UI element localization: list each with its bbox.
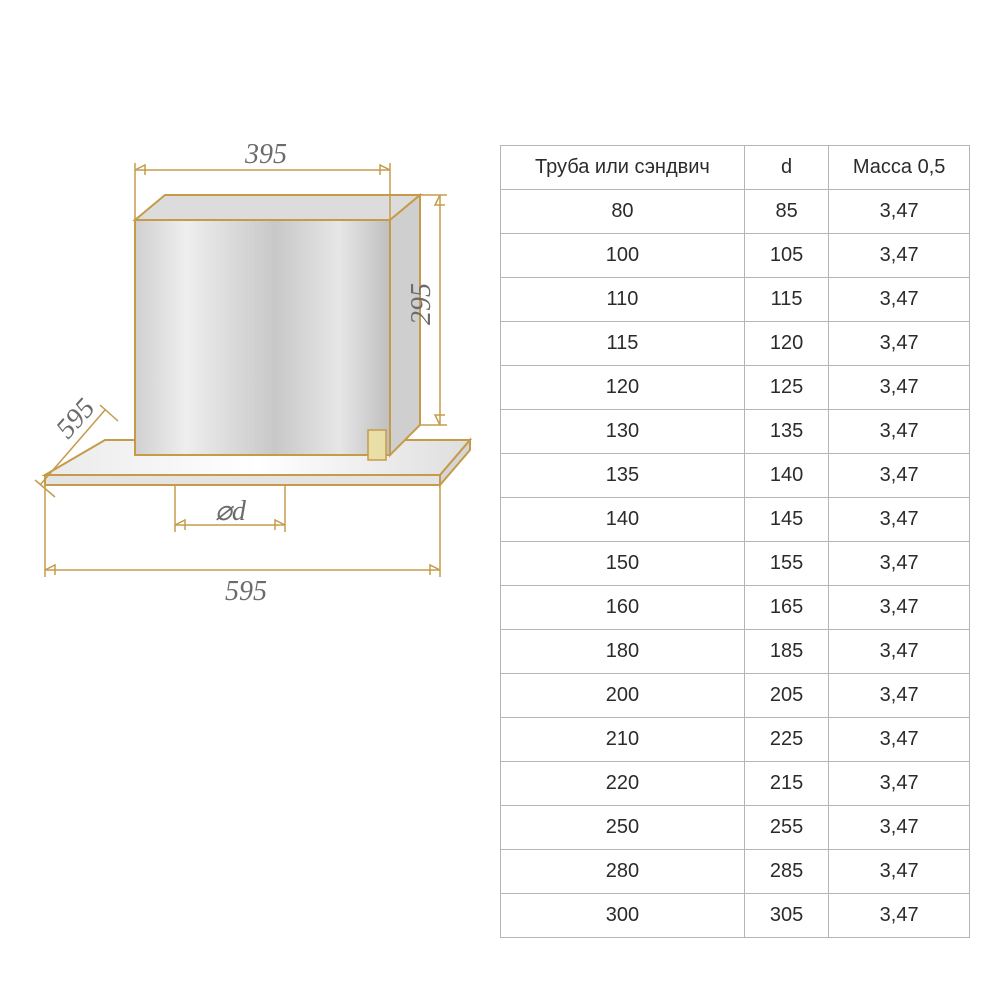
- table-cell: 3,47: [829, 630, 970, 674]
- table-cell: 3,47: [829, 586, 970, 630]
- col-header-mass: Масса 0,5: [829, 146, 970, 190]
- table-cell: 3,47: [829, 762, 970, 806]
- col-header-pipe: Труба или сэндвич: [501, 146, 745, 190]
- table-cell: 145: [744, 498, 828, 542]
- dim-depth-label: 595: [50, 393, 101, 445]
- table-cell: 200: [501, 674, 745, 718]
- box-top: [135, 195, 420, 220]
- base-plate-edge: [45, 475, 440, 485]
- dim-top-width-label: 395: [244, 139, 287, 170]
- table-row: 1601653,47: [501, 586, 970, 630]
- table-cell: 3,47: [829, 718, 970, 762]
- table-cell: 220: [501, 762, 745, 806]
- table-cell: 250: [501, 806, 745, 850]
- table-cell: 105: [744, 234, 828, 278]
- table-cell: 3,47: [829, 366, 970, 410]
- table-cell: 140: [501, 498, 745, 542]
- table-cell: 285: [744, 850, 828, 894]
- bracket: [368, 430, 386, 460]
- table-cell: 130: [501, 410, 745, 454]
- table-header-row: Труба или сэндвич d Масса 0,5: [501, 146, 970, 190]
- table-row: 2102253,47: [501, 718, 970, 762]
- table-row: 3003053,47: [501, 894, 970, 938]
- table-row: 1401453,47: [501, 498, 970, 542]
- table-row: 1501553,47: [501, 542, 970, 586]
- table-cell: 3,47: [829, 542, 970, 586]
- technical-drawing: 395 295 595: [10, 125, 480, 645]
- table-cell: 100: [501, 234, 745, 278]
- table-cell: 3,47: [829, 234, 970, 278]
- table-cell: 305: [744, 894, 828, 938]
- table-row: 1301353,47: [501, 410, 970, 454]
- table-cell: 205: [744, 674, 828, 718]
- table-row: 1201253,47: [501, 366, 970, 410]
- table-cell: 3,47: [829, 498, 970, 542]
- table-row: 2202153,47: [501, 762, 970, 806]
- table-row: 2502553,47: [501, 806, 970, 850]
- table-cell: 280: [501, 850, 745, 894]
- table-cell: 150: [501, 542, 745, 586]
- dim-height-label: 295: [406, 283, 437, 325]
- table-cell: 135: [744, 410, 828, 454]
- table-cell: 165: [744, 586, 828, 630]
- table-cell: 120: [744, 322, 828, 366]
- box-front: [135, 220, 390, 455]
- table-cell: 3,47: [829, 190, 970, 234]
- spec-table: Труба или сэндвич d Масса 0,5 80853,4710…: [500, 145, 970, 938]
- table-cell: 110: [501, 278, 745, 322]
- table-body: 80853,471001053,471101153,471151203,4712…: [501, 190, 970, 938]
- table-cell: 125: [744, 366, 828, 410]
- page-root: 395 295 595: [0, 0, 1000, 1000]
- table-cell: 225: [744, 718, 828, 762]
- table-row: 1001053,47: [501, 234, 970, 278]
- table-cell: 185: [744, 630, 828, 674]
- table-cell: 135: [501, 454, 745, 498]
- table-cell: 300: [501, 894, 745, 938]
- table-cell: 3,47: [829, 894, 970, 938]
- table-row: 2802853,47: [501, 850, 970, 894]
- table-cell: 215: [744, 762, 828, 806]
- table-cell: 120: [501, 366, 745, 410]
- table-row: 1801853,47: [501, 630, 970, 674]
- dim-diameter-label: ⌀d: [215, 496, 247, 527]
- table-cell: 3,47: [829, 850, 970, 894]
- table-cell: 180: [501, 630, 745, 674]
- table-cell: 3,47: [829, 410, 970, 454]
- table-cell: 3,47: [829, 806, 970, 850]
- table-row: 1151203,47: [501, 322, 970, 366]
- table-cell: 160: [501, 586, 745, 630]
- table-cell: 3,47: [829, 322, 970, 366]
- spec-table-container: Труба или сэндвич d Масса 0,5 80853,4710…: [500, 145, 970, 938]
- table-cell: 3,47: [829, 278, 970, 322]
- table-cell: 85: [744, 190, 828, 234]
- table-row: 1101153,47: [501, 278, 970, 322]
- table-cell: 3,47: [829, 674, 970, 718]
- table-cell: 115: [744, 278, 828, 322]
- table-row: 1351403,47: [501, 454, 970, 498]
- table-cell: 140: [744, 454, 828, 498]
- table-cell: 115: [501, 322, 745, 366]
- table-cell: 80: [501, 190, 745, 234]
- drawing-svg: 395 295 595: [10, 125, 480, 645]
- dim-base-width-label: 595: [225, 576, 267, 607]
- table-row: 2002053,47: [501, 674, 970, 718]
- table-cell: 3,47: [829, 454, 970, 498]
- col-header-d: d: [744, 146, 828, 190]
- table-cell: 155: [744, 542, 828, 586]
- table-cell: 255: [744, 806, 828, 850]
- table-cell: 210: [501, 718, 745, 762]
- table-row: 80853,47: [501, 190, 970, 234]
